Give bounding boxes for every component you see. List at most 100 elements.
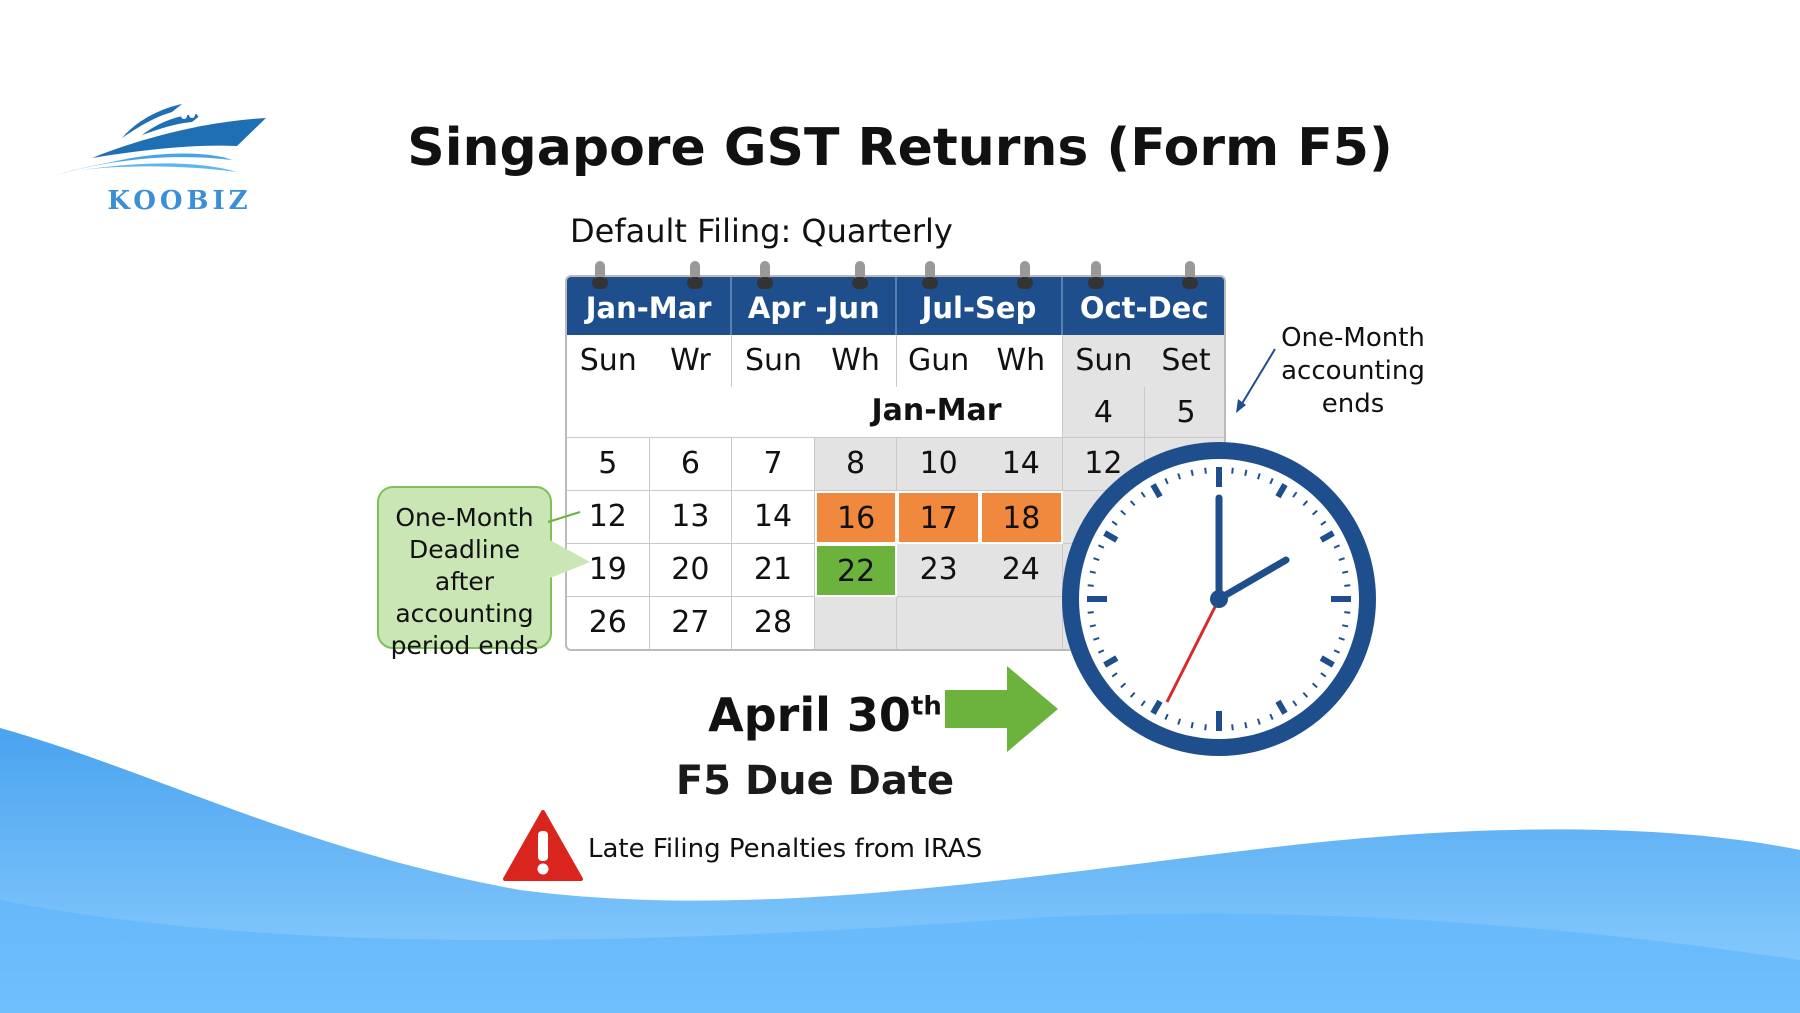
clock-tick (1129, 691, 1136, 698)
date-cell: 23 (897, 544, 980, 597)
clock-tick (1150, 699, 1163, 715)
clock-tick (1302, 500, 1309, 507)
clock-tick (1190, 722, 1194, 729)
clock-tick (1120, 682, 1127, 689)
callout-pointer (547, 511, 590, 578)
binder-ring (592, 261, 608, 289)
clock-tick (1342, 570, 1349, 574)
date-cell: 16 (814, 491, 898, 544)
clock-tick (1204, 467, 1207, 474)
clock-tick (1190, 469, 1194, 476)
clock-tick (1256, 473, 1261, 480)
day-name: Gun (908, 343, 970, 378)
clock-tick (1098, 544, 1105, 549)
clock-tick (1129, 500, 1136, 507)
date-cell: 8 (814, 438, 898, 491)
note-line: One-Month (1281, 323, 1425, 353)
date-cell: 14 (980, 438, 1063, 491)
clock-tick (1231, 724, 1234, 731)
clock-tick (1231, 467, 1234, 474)
clock-tick (1244, 469, 1248, 476)
subtitle: Default Filing: Quarterly (570, 212, 953, 250)
clock-tick (1164, 478, 1169, 485)
clock-tick (1344, 584, 1351, 587)
binder-ring (851, 261, 868, 289)
due-date-suffix: th (910, 691, 942, 722)
month-label: Jan-Mar (567, 387, 1063, 438)
clock-tick (1292, 700, 1298, 707)
date-cell (814, 597, 898, 649)
date-cell: 13 (649, 491, 733, 544)
clock-tick (1338, 557, 1345, 562)
callout-line: One-Month (395, 503, 534, 532)
clock-tick (1177, 473, 1182, 480)
clock-tick (1093, 557, 1100, 562)
day-name: Sun (744, 343, 803, 378)
clock-tick (1311, 509, 1318, 516)
clock-tick (1275, 699, 1288, 715)
right-arrow-icon (945, 666, 1058, 752)
clock-tick (1140, 700, 1146, 707)
date-cell: 22 (814, 544, 898, 597)
clock-tick (1087, 611, 1094, 614)
clock-tick (1204, 724, 1207, 731)
clock-tick (1164, 713, 1169, 720)
date-cell (897, 597, 980, 649)
deadline-callout: One-Month Deadline after accounting peri… (377, 486, 552, 660)
clock-tick (1103, 655, 1119, 668)
clock-tick (1344, 611, 1351, 614)
day-name: Sun (1062, 335, 1146, 387)
binder-ring (757, 261, 774, 289)
date-cell: 19 (567, 544, 650, 597)
date-cell: 24 (980, 544, 1063, 597)
clock-tick (1256, 718, 1261, 725)
logo-text: KOOBIZ (107, 186, 252, 216)
clock-tick (1150, 483, 1163, 499)
callout-line: accounting (395, 599, 534, 628)
clock-tick (1338, 636, 1345, 641)
binder-ring (1182, 261, 1199, 289)
due-date-label: F5 Due Date (675, 758, 955, 804)
day-name: Wh (980, 335, 1063, 387)
clock-tick (1333, 544, 1340, 549)
date-cell: 18 (980, 491, 1063, 544)
date-cell (980, 597, 1063, 649)
clock-tick (1244, 722, 1248, 729)
date-cell: 28 (732, 597, 815, 649)
due-date: April 30th (700, 688, 950, 742)
clock-tick (1333, 649, 1340, 654)
page-title: Singapore GST Returns (Form F5) (407, 118, 1393, 178)
clock-tick (1087, 584, 1094, 587)
clock-tick (1120, 509, 1127, 516)
clock-tick (1111, 672, 1118, 678)
date-cell: 21 (732, 544, 815, 597)
quarter-header: Oct-Dec (1062, 277, 1224, 335)
binder-ring (1087, 261, 1104, 289)
warning-triangle-icon (503, 810, 583, 881)
clock-tick (1140, 491, 1146, 498)
accounting-ends-note: One-Month accounting ends (1268, 322, 1438, 421)
pointer-arrow-icon (1236, 348, 1276, 413)
clock-tick (1098, 649, 1105, 654)
clock-tick (1089, 570, 1096, 574)
clock-tick (1177, 718, 1182, 725)
day-name: Sun (579, 343, 637, 378)
day-name: Wh (815, 335, 898, 387)
binder-ring (922, 261, 939, 289)
clock-tick (1292, 491, 1298, 498)
logo: KOOBIZ (52, 100, 267, 216)
due-date-text: April 30 (708, 688, 911, 742)
date-cell: 5 (567, 438, 650, 491)
date-cell: 7 (732, 438, 815, 491)
callout-line: Deadline after (409, 535, 520, 596)
clock-tick (1093, 636, 1100, 641)
callout-line: period ends (390, 631, 539, 660)
date-cell: 5 (1145, 387, 1224, 438)
clock-tick (1342, 624, 1349, 628)
clock-tick (1302, 691, 1309, 698)
day-name: Set (1145, 335, 1224, 387)
day-name: Wr (650, 335, 733, 387)
clock-tick (1275, 483, 1288, 499)
date-cell: 27 (650, 597, 733, 649)
date-cell: 12 (567, 491, 650, 544)
